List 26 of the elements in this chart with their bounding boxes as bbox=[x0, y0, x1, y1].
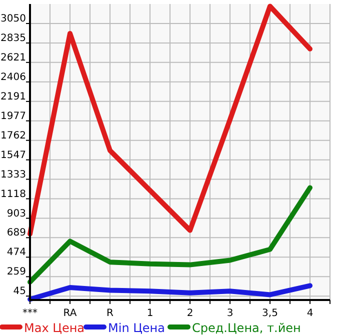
y-tick-label: 45 bbox=[13, 286, 26, 298]
x-tick-label: 3,5 bbox=[262, 308, 278, 319]
x-tick-label: 2 bbox=[186, 308, 194, 319]
y-tick-label: 259 bbox=[6, 266, 26, 278]
x-tick-label: RA bbox=[63, 308, 77, 319]
x-tick-label: 3 bbox=[226, 308, 234, 319]
legend-label: Сред.Цена, т.йен bbox=[192, 321, 301, 335]
x-tick-label: 4 bbox=[306, 308, 314, 319]
y-tick-label: 2406 bbox=[0, 72, 26, 83]
y-tick-label: 2835 bbox=[0, 33, 26, 44]
y-tick-label: 1547 bbox=[0, 150, 26, 161]
legend-label: Max Цена bbox=[24, 321, 85, 335]
y-tick-label: 1118 bbox=[0, 188, 26, 200]
y-tick-label: 1333 bbox=[0, 169, 26, 180]
legend-label: Min Цена bbox=[108, 321, 166, 335]
y-tick-label: 474 bbox=[6, 247, 26, 258]
y-tick-label: 2621 bbox=[0, 52, 26, 64]
x-tick-label: 1 bbox=[146, 308, 154, 319]
y-tick-label: 3050 bbox=[0, 14, 26, 25]
y-tick-label: 903 bbox=[6, 208, 26, 220]
y-tick-label: 1762 bbox=[0, 130, 26, 142]
x-tick-label: R bbox=[106, 308, 114, 319]
y-tick-label: 1977 bbox=[0, 110, 26, 122]
x-tick-label: *** bbox=[22, 308, 38, 319]
y-tick-label: 2191 bbox=[0, 91, 26, 102]
y-tick-label: 689 bbox=[6, 228, 26, 239]
